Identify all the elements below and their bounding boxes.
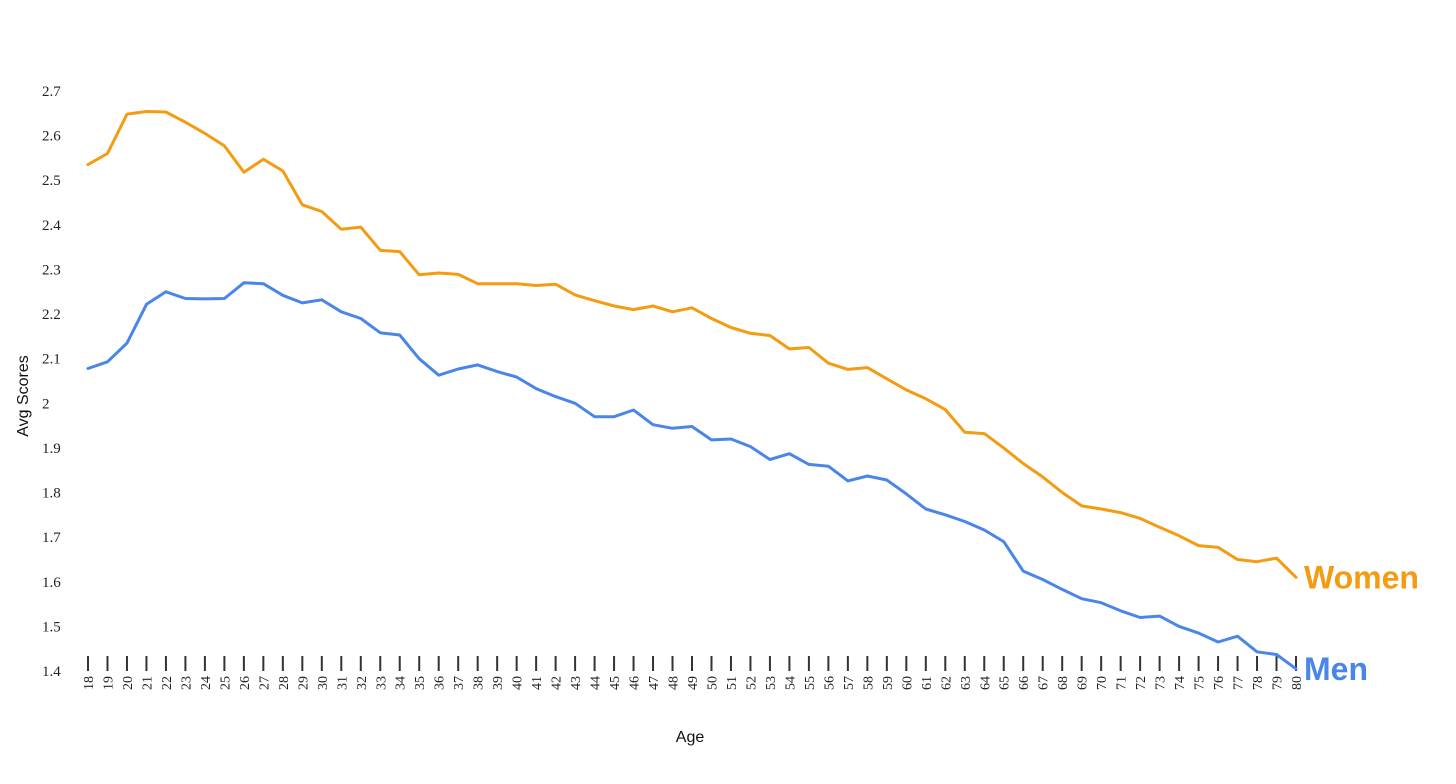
x-tick-label: 48 — [667, 676, 682, 690]
x-tick-label: 34 — [394, 676, 409, 690]
x-tick-label: 45 — [608, 676, 623, 690]
x-axis: 18 19 20 21 22 23 24 25 26 27 28 29 30 31 32 33 34 35 36 37… — [82, 656, 1305, 690]
x-tick-label: 31 — [335, 676, 350, 690]
x-axis-title: Age — [676, 729, 705, 746]
x-tick-label: 35 — [413, 676, 428, 690]
x-tick-label: 27 — [257, 676, 272, 690]
y-tick-label: 1.8 — [42, 486, 61, 502]
x-tick-label: 63 — [959, 676, 974, 690]
x-tick-label: 77 — [1232, 676, 1247, 690]
x-tick-label: 42 — [550, 676, 565, 690]
y-tick-label: 2 — [42, 396, 50, 412]
series-labels: Women Men — [1304, 559, 1419, 686]
series-lines — [86, 110, 1298, 671]
x-tick-label: 49 — [686, 676, 701, 690]
x-tick-label: 29 — [296, 676, 311, 690]
y-axis: 1.4 1.5 1.6 1.7 1.8 1.9 2 2.1 2.2 2.3 2.4 2.5 2.6 2.7 — [42, 84, 61, 680]
x-tick-label: 74 — [1173, 676, 1188, 690]
series-line-men — [86, 281, 1298, 671]
x-tick-label: 78 — [1251, 676, 1266, 690]
x-tick-label: 38 — [472, 676, 487, 690]
x-tick-label: 70 — [1095, 676, 1110, 690]
x-tick-label: 33 — [374, 676, 389, 690]
y-tick-label: 2.7 — [42, 84, 61, 100]
x-tick-label: 21 — [140, 676, 155, 690]
y-tick-label: 1.6 — [42, 575, 61, 591]
x-tick-label: 54 — [783, 676, 798, 690]
x-tick-label: 65 — [998, 676, 1013, 690]
x-tick-label: 55 — [803, 676, 818, 690]
x-tick-label: 26 — [238, 676, 253, 690]
x-tick-label: 44 — [589, 676, 604, 690]
x-tick-label: 62 — [939, 676, 954, 690]
y-tick-label: 2.4 — [42, 218, 61, 234]
x-tick-label: 72 — [1134, 676, 1149, 690]
x-tick-label: 59 — [881, 676, 896, 690]
x-tick-label: 22 — [160, 676, 175, 690]
x-tick-label: 41 — [530, 676, 545, 690]
x-tick-label: 51 — [725, 676, 740, 690]
x-tick-label: 60 — [900, 676, 915, 690]
x-tick-label: 52 — [744, 676, 759, 690]
x-tick-label: 66 — [1017, 676, 1032, 690]
x-tick-label: 19 — [101, 676, 116, 690]
x-tick-label: 69 — [1076, 676, 1091, 690]
y-tick-label: 2.5 — [42, 173, 61, 189]
y-tick-label: 2.6 — [42, 129, 61, 145]
y-axis-title: Avg Scores — [15, 355, 32, 437]
x-tick-label: 67 — [1037, 676, 1052, 690]
y-tick-label: 1.9 — [42, 441, 61, 457]
y-tick-label: 1.4 — [42, 664, 61, 680]
x-tick-label: 24 — [199, 676, 214, 690]
x-tick-label: 68 — [1056, 676, 1071, 690]
x-tick-label: 43 — [569, 676, 584, 690]
x-tick-label: 56 — [822, 676, 837, 690]
x-tick-label: 47 — [647, 676, 662, 690]
x-tick-label: 25 — [218, 676, 233, 690]
x-tick-label: 50 — [705, 676, 720, 690]
x-tick-label: 64 — [978, 676, 993, 690]
x-tick-label: 79 — [1271, 676, 1286, 690]
x-tick-label: 61 — [920, 676, 935, 690]
y-tick-label: 1.7 — [42, 530, 61, 546]
x-tick-label: 46 — [628, 676, 643, 690]
x-tick-label: 39 — [491, 676, 506, 690]
y-tick-label: 1.5 — [42, 619, 61, 635]
x-tick-label: 23 — [179, 676, 194, 690]
x-tick-label: 37 — [452, 676, 467, 690]
series-line-women — [86, 110, 1298, 579]
series-label-men: Men — [1304, 651, 1368, 687]
x-tick-label: 53 — [764, 676, 779, 690]
x-tick-label: 73 — [1154, 676, 1169, 690]
x-tick-label: 76 — [1212, 676, 1227, 690]
y-tick-label: 2.1 — [42, 352, 61, 368]
x-tick-label: 71 — [1115, 676, 1130, 690]
x-tick-label: 40 — [511, 676, 526, 690]
x-tick-label: 75 — [1193, 676, 1208, 690]
x-tick-label: 80 — [1290, 676, 1305, 690]
x-tick-label: 58 — [861, 676, 876, 690]
x-tick-label: 30 — [316, 676, 331, 690]
x-tick-label: 28 — [277, 676, 292, 690]
x-tick-label: 32 — [355, 676, 370, 690]
series-label-women: Women — [1304, 559, 1419, 595]
x-tick-label: 20 — [121, 676, 136, 690]
y-tick-label: 2.3 — [42, 262, 61, 278]
y-tick-label: 2.2 — [42, 307, 61, 323]
x-tick-label: 57 — [842, 676, 857, 690]
x-tick-label: 18 — [82, 676, 97, 690]
x-tick-label: 36 — [433, 676, 448, 690]
